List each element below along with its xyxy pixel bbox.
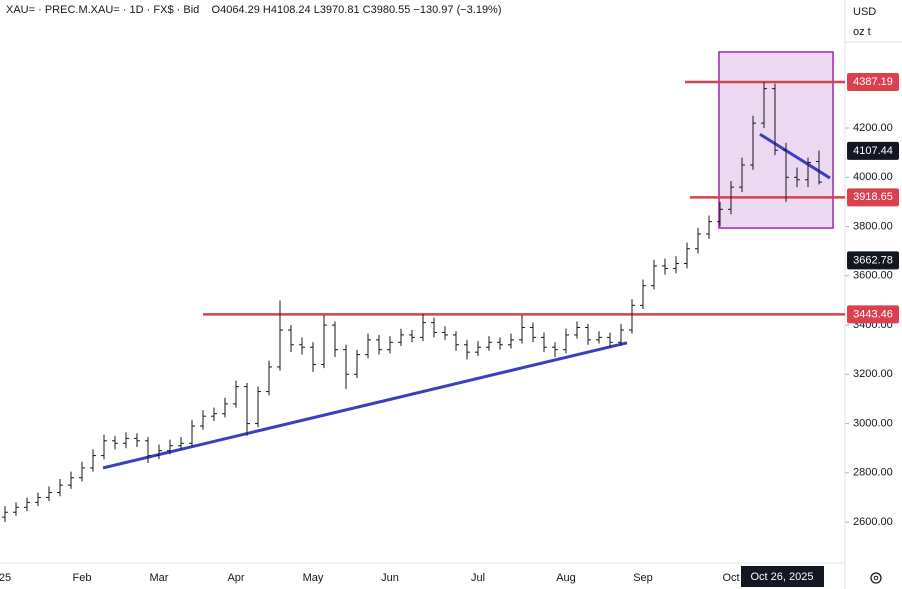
price-label-box — [847, 251, 899, 270]
trendline — [759, 132, 831, 180]
sep: · — [38, 4, 42, 16]
ohlc-value: 4108.24 — [270, 4, 311, 16]
ohlc-letter: O — [211, 4, 221, 16]
y-tick-label: 4200.00 — [853, 122, 893, 134]
y-tick-label: 3000.00 — [853, 417, 893, 429]
crosshair-label: Oct 26, 2025 — [751, 571, 814, 583]
price-label-box — [847, 188, 899, 207]
ohlc-letter: L — [313, 4, 320, 16]
y-tick-label: 3600.00 — [853, 270, 893, 282]
trendline — [102, 341, 628, 470]
x-tick-label: Apr — [227, 572, 244, 584]
x-tick-label: Feb — [73, 572, 92, 584]
x-tick-label: Aug — [556, 572, 576, 584]
price-label-box — [847, 72, 899, 91]
interval: 1D — [129, 4, 144, 16]
price-label: 3918.65 — [853, 191, 893, 203]
settings-icon[interactable] — [870, 572, 882, 584]
side: Bid — [183, 4, 200, 16]
price-label: 4107.44 — [853, 145, 893, 157]
x-tick-label: Jun — [381, 572, 399, 584]
sep: · — [176, 4, 181, 16]
currency-menu[interactable]: USD — [853, 6, 876, 18]
symbol: XAU= — [6, 4, 36, 16]
y-tick-label: 3200.00 — [853, 368, 893, 380]
ohlc-value: 4064.29 — [220, 4, 260, 16]
x-tick-label: May — [303, 572, 324, 584]
zone — [718, 51, 834, 229]
sep: · — [146, 4, 151, 16]
x-tick-label: Oct — [722, 572, 739, 584]
change: −130.97 — [413, 4, 454, 16]
y-tick-label: 2800.00 — [853, 467, 893, 479]
price-label: 3443.46 — [853, 308, 893, 320]
y-tick-label: 4000.00 — [853, 171, 893, 183]
price-label: 3662.78 — [853, 254, 893, 266]
crosshair-box — [741, 566, 824, 587]
x-tick-label: 25 — [0, 572, 11, 584]
x-tick-label: Sep — [633, 572, 653, 584]
ohlc-value: 3970.81 — [319, 4, 360, 16]
legend-header: XAU= · PREC.M.XAU= · 1D · FX$ · Bid O406… — [6, 4, 502, 16]
ohlc-value: 3980.55 — [370, 4, 411, 16]
settings-icon-core — [873, 575, 879, 581]
y-tick-label: 2600.00 — [853, 516, 893, 528]
y-tick-label: 3800.00 — [853, 220, 893, 232]
change-pct: (−3.19%) — [456, 4, 502, 16]
price-label: 4387.19 — [853, 76, 893, 88]
ohlc-letter: H — [262, 4, 271, 16]
source: FX$ — [153, 4, 174, 16]
x-tick-label: Jul — [471, 572, 485, 584]
x-tick-label: Mar — [150, 572, 169, 584]
unit-menu[interactable]: oz t — [853, 26, 871, 38]
sep: · — [122, 4, 127, 16]
ohlc-letter: C — [362, 4, 371, 16]
price-label-box — [847, 141, 899, 160]
exchange: PREC.M.XAU= — [44, 4, 120, 16]
price-label-box — [847, 305, 899, 324]
